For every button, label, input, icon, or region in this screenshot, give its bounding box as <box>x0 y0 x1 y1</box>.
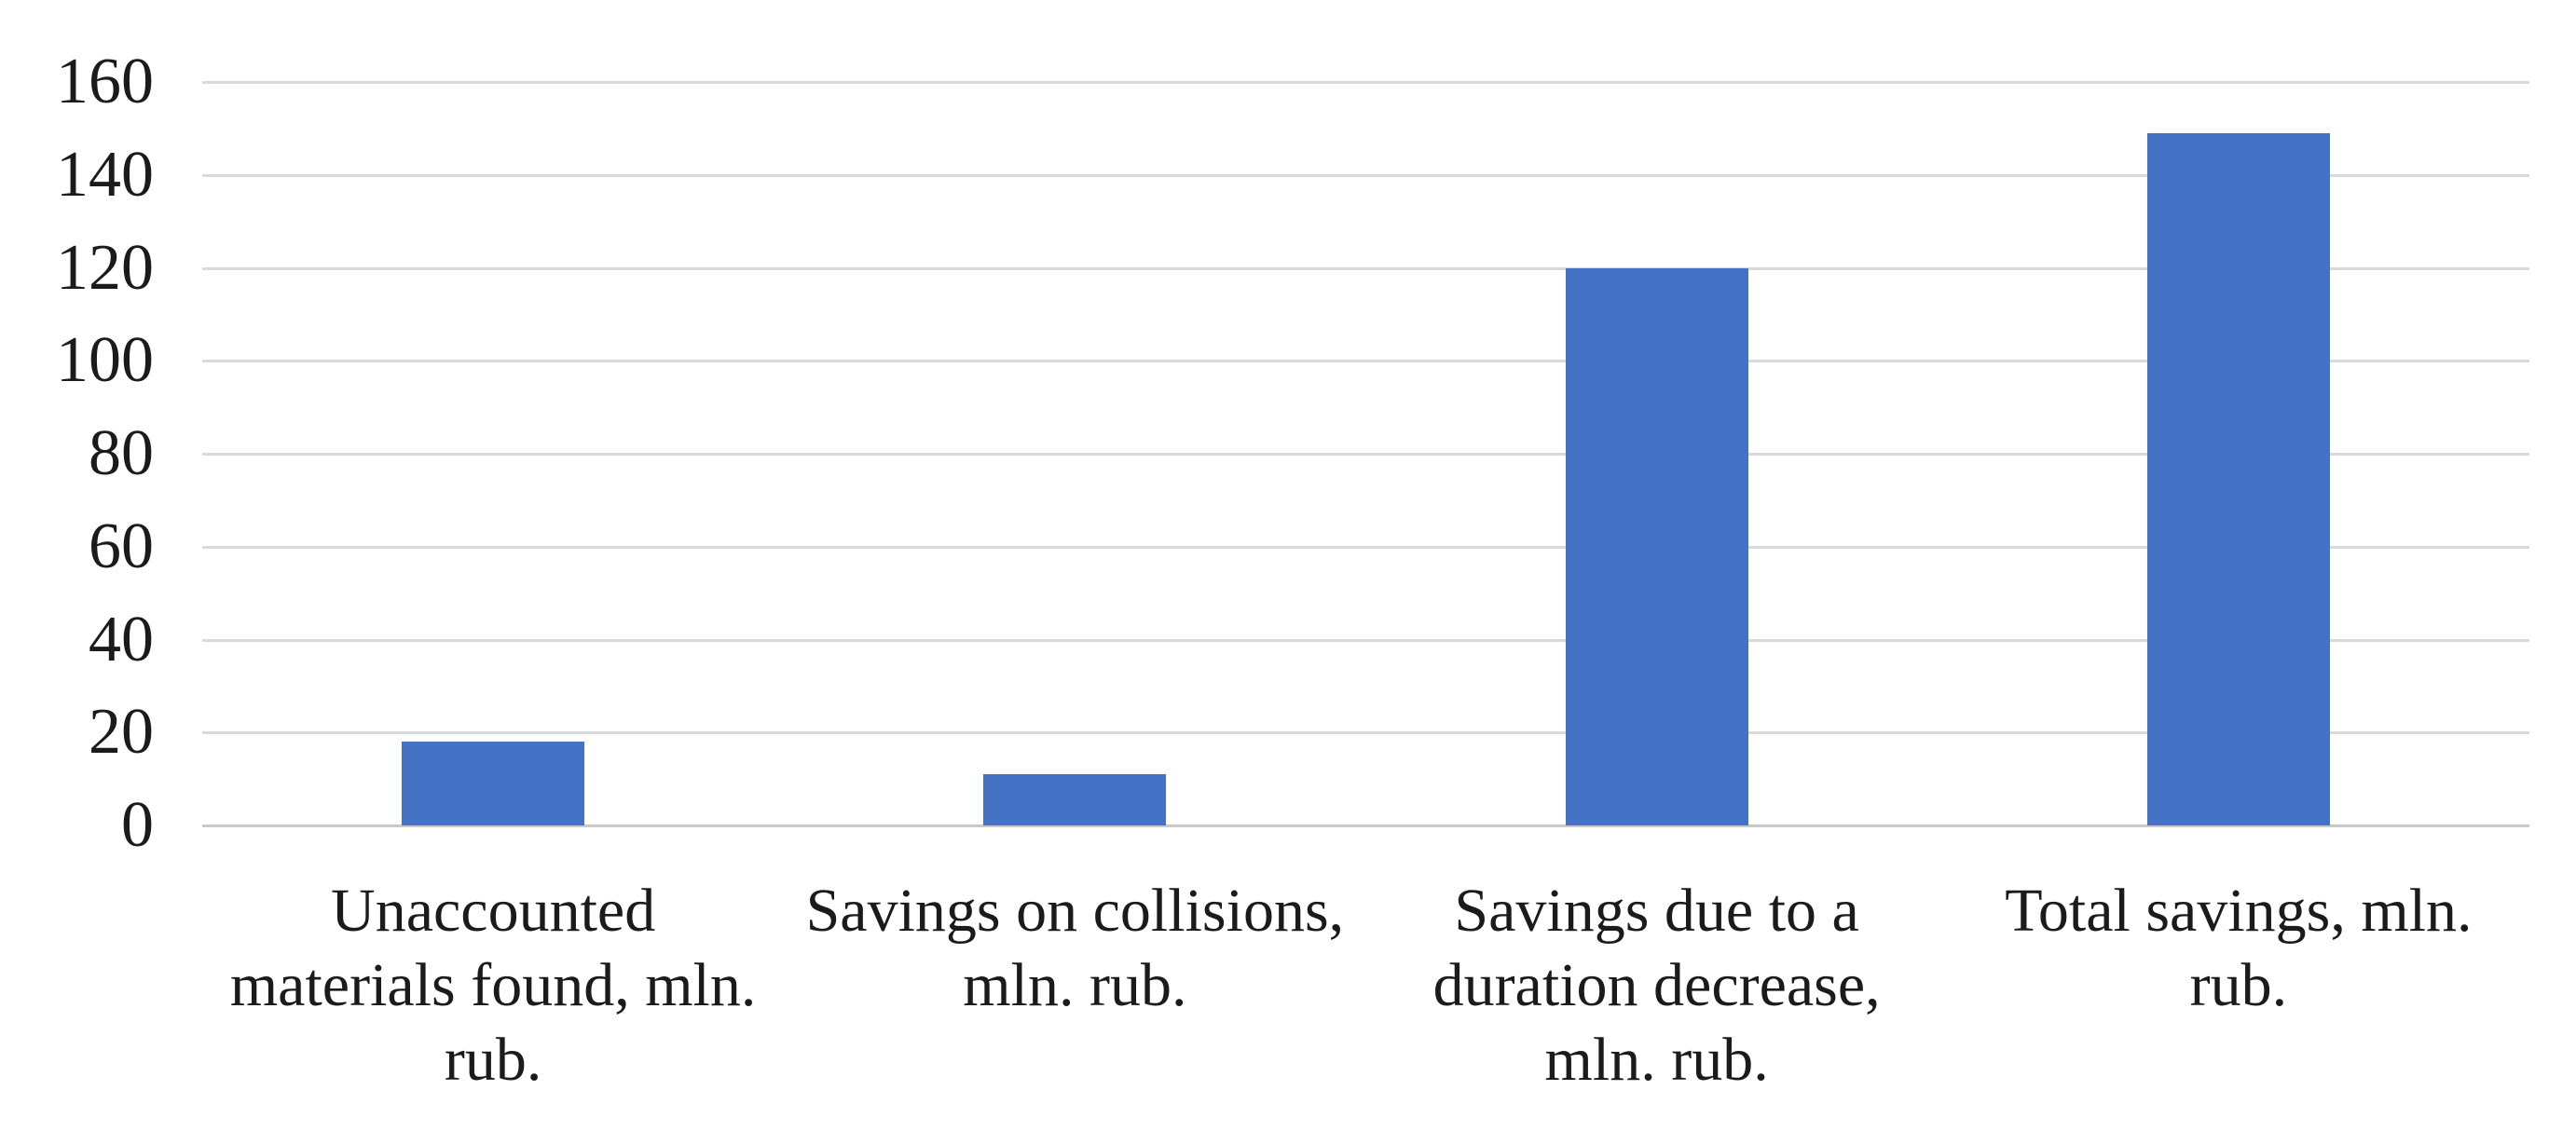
y-tick-label: 120 <box>56 231 154 304</box>
x-category-label: Savings on collisions, mln. rub. <box>805 877 1345 1019</box>
x-category-label: Savings due to a duration decrease, mln.… <box>1432 877 1881 1094</box>
bar <box>1565 267 1748 825</box>
gridline <box>202 545 2529 549</box>
gridline <box>202 81 2529 84</box>
gridline <box>202 453 2529 456</box>
bar <box>2146 132 2330 825</box>
gridline <box>202 360 2529 363</box>
gridline <box>202 266 2529 270</box>
y-tick-label: 160 <box>56 46 154 117</box>
y-tick-label: 0 <box>121 789 154 861</box>
gridline <box>202 731 2529 735</box>
y-tick-label: 140 <box>56 138 154 211</box>
y-tick-label: 100 <box>56 324 154 397</box>
y-tick-label: 40 <box>89 603 154 675</box>
y-tick-label: 80 <box>89 417 154 489</box>
x-category-label: Total savings, mln. rub. <box>2005 877 2473 1019</box>
y-tick-label: 20 <box>89 696 154 769</box>
y-tick-label: 60 <box>89 510 154 582</box>
x-category-label: Unaccounted materials found, mln. rub. <box>229 877 757 1094</box>
bar <box>402 742 585 825</box>
bar <box>983 774 1167 825</box>
gridline <box>202 173 2529 177</box>
x-axis-baseline <box>202 824 2529 827</box>
gridline <box>202 638 2529 642</box>
